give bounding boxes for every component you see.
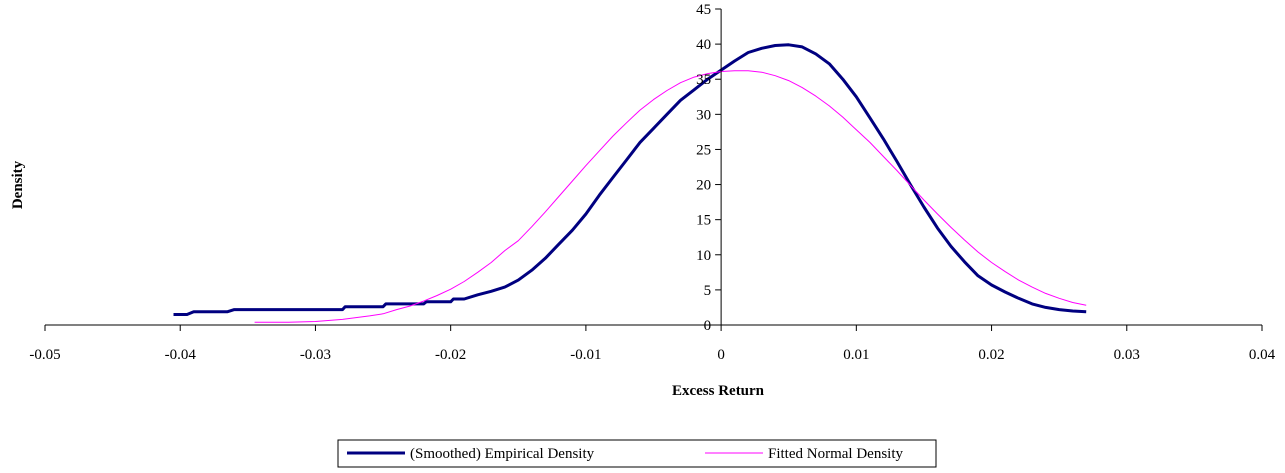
x-tick-label: -0.02 [435, 347, 466, 363]
axes-group [44, 8, 1263, 331]
x-tick-label: -0.04 [165, 347, 197, 363]
x-axis-title: Excess Return [672, 383, 765, 399]
series-group [173, 43, 1087, 323]
y-axis-title: Density [10, 160, 26, 209]
x-tick-label: 0.02 [978, 347, 1004, 363]
y-tick-label: 10 [696, 248, 711, 264]
legend-label-normal: Fitted Normal Density [768, 446, 903, 462]
legend: (Smoothed) Empirical Density Fitted Norm… [337, 439, 937, 468]
x-tick-label: -0.05 [29, 347, 60, 363]
x-tick-label: 0 [717, 347, 725, 363]
y-tick-label: 20 [696, 178, 711, 194]
x-tick-label: 0.03 [1114, 347, 1140, 363]
series-line-empirical-density [173, 43, 1087, 316]
y-tick-label: 0 [704, 318, 712, 334]
legend-box [337, 439, 937, 468]
y-tick-label: 30 [696, 107, 711, 123]
y-tick-label: 35 [696, 72, 711, 88]
series-line-fitted-normal-density [254, 70, 1087, 323]
tick-labels-group: -0.05 -0.04 -0.03 -0.02 -0.01 0 0.01 0.02 0.03 0.… [29, 2, 1275, 363]
y-tick-label: 15 [696, 213, 711, 229]
y-tick-label: 45 [696, 2, 711, 18]
x-tick-label: 0.01 [843, 347, 869, 363]
legend-label-empirical: (Smoothed) Empirical Density [410, 446, 595, 462]
y-tick-label: 40 [696, 37, 711, 53]
x-tick-label: 0.04 [1249, 347, 1276, 363]
y-tick-label: 5 [704, 283, 712, 299]
x-tick-label: -0.01 [570, 347, 601, 363]
y-tick-label: 25 [696, 142, 711, 158]
x-tick-label: -0.03 [300, 347, 331, 363]
